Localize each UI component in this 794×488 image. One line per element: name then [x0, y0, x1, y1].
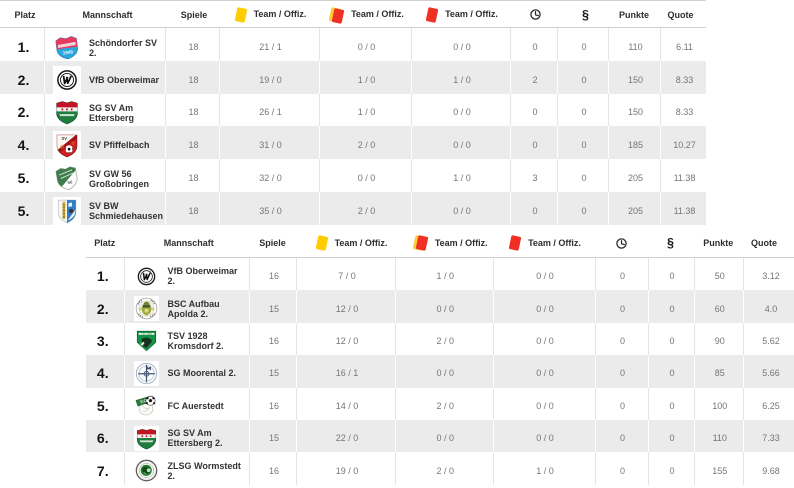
svg-text:TSV 1928: TSV 1928 — [141, 333, 152, 336]
svg-text:SV: SV — [62, 136, 68, 141]
svg-text:F.C.: F.C. — [139, 398, 147, 405]
svg-text:56: 56 — [67, 179, 73, 185]
svg-text:1949: 1949 — [63, 49, 74, 55]
